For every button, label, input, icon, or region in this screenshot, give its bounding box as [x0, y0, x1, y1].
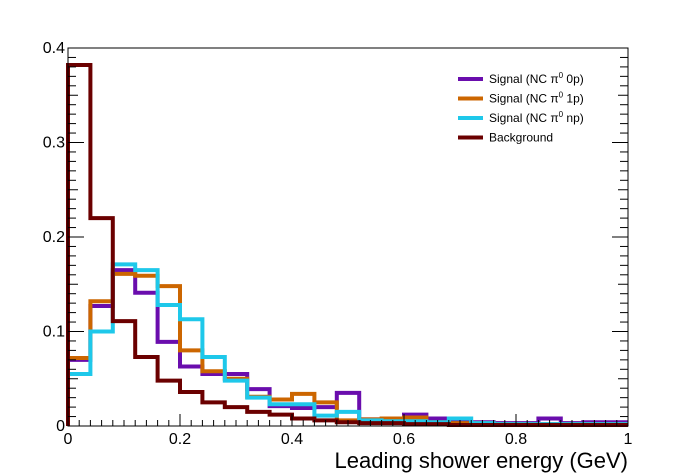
x-tick-label: 0.4	[281, 431, 303, 448]
legend-entry-label: Signal (NC π0 0p)	[489, 71, 584, 86]
x-tick-label: 0.6	[393, 431, 415, 448]
legend-suffix: 1p)	[563, 92, 584, 106]
legend-entry-label: Signal (NC π0 1p)	[489, 91, 584, 106]
x-tick-label: 0	[64, 431, 73, 448]
x-tick-label: 0.8	[505, 431, 527, 448]
x-tick-labels: 0 0.2 0.4 0.6 0.8 1	[64, 431, 633, 448]
y-tick-labels: 0 0.1 0.2 0.3 0.4	[43, 40, 65, 435]
legend-entry-label: Signal (NC π0 np)	[489, 110, 584, 125]
x-tick-label: 0.2	[169, 431, 191, 448]
y-tick-label: 0.1	[43, 324, 65, 341]
axis-ticks	[67, 47, 629, 427]
y-tick-label: 0.4	[43, 40, 65, 57]
y-tick-label: 0.3	[43, 135, 65, 152]
legend-superscript: 0	[559, 110, 564, 119]
legend-superscript: 0	[559, 71, 564, 80]
legend-entry-label: Background	[489, 131, 553, 145]
legend-suffix: 0p)	[563, 72, 584, 86]
x-tick-label: 1	[624, 431, 633, 448]
legend-superscript: 0	[559, 91, 564, 100]
y-tick-label: 0	[56, 418, 65, 435]
y-tick-label: 0.2	[43, 229, 65, 246]
x-axis-title: Leading shower energy (GeV)	[335, 448, 629, 473]
plot-frame	[67, 47, 629, 427]
legend-suffix: np)	[563, 111, 584, 125]
